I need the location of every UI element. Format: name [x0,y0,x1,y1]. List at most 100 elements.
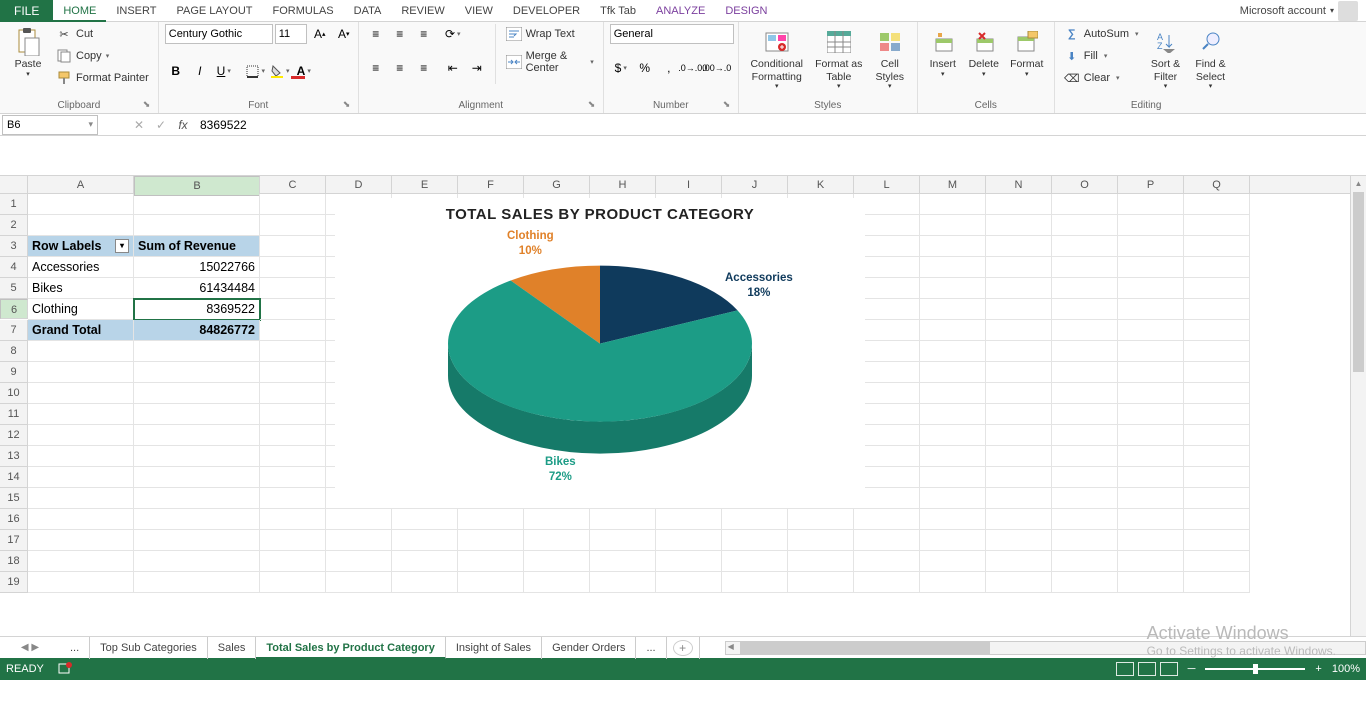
col-header-O[interactable]: O [1052,176,1118,193]
cell-N18[interactable] [986,551,1052,572]
font-color-button[interactable]: A [293,61,315,81]
cell-P10[interactable] [1118,383,1184,404]
cell-M10[interactable] [920,383,986,404]
cell-Q3[interactable] [1184,236,1250,257]
cell-C17[interactable] [260,530,326,551]
cell-N13[interactable] [986,446,1052,467]
autosum-button[interactable]: ∑AutoSum [1061,24,1142,44]
format-as-table-button[interactable]: Format as Table▾ [812,24,866,96]
cell-O18[interactable] [1052,551,1118,572]
cell-M16[interactable] [920,509,986,530]
cell-O5[interactable] [1052,278,1118,299]
cell-H19[interactable] [590,572,656,593]
italic-button[interactable]: I [189,61,211,81]
col-header-P[interactable]: P [1118,176,1184,193]
cell-M18[interactable] [920,551,986,572]
account-menu[interactable]: Microsoft account ▾ [1240,1,1366,21]
cell-P4[interactable] [1118,257,1184,278]
cell-O15[interactable] [1052,488,1118,509]
col-header-L[interactable]: L [854,176,920,193]
cell-A5[interactable]: Bikes [28,278,134,299]
cell-N6[interactable] [986,299,1052,320]
cell-M17[interactable] [920,530,986,551]
cell-P1[interactable] [1118,194,1184,215]
tab-file[interactable]: FILE [0,0,53,22]
cell-M15[interactable] [920,488,986,509]
cell-N17[interactable] [986,530,1052,551]
cell-A4[interactable]: Accessories [28,257,134,278]
inc-decimal-button[interactable]: .0→.00 [682,58,704,78]
cell-B9[interactable] [134,362,260,383]
cell-P5[interactable] [1118,278,1184,299]
border-button[interactable] [245,61,267,81]
cell-B2[interactable] [134,215,260,236]
cell-Q9[interactable] [1184,362,1250,383]
row-header-18[interactable]: 18 [0,551,28,572]
cell-C10[interactable] [260,383,326,404]
cell-N4[interactable] [986,257,1052,278]
align-right-button[interactable]: ≡ [413,58,435,78]
tab-formulas[interactable]: FORMULAS [263,0,344,22]
align-middle-button[interactable]: ≡ [389,24,411,44]
cell-G16[interactable] [524,509,590,530]
cell-Q12[interactable] [1184,425,1250,446]
formula-input[interactable]: 8369522 [194,118,1366,132]
font-size-select[interactable] [275,24,307,44]
sheet-tab-sales[interactable]: Sales [208,637,257,659]
cell-I19[interactable] [656,572,722,593]
cell-L16[interactable] [854,509,920,530]
col-header-J[interactable]: J [722,176,788,193]
decrease-font-button[interactable]: A▾ [333,24,355,44]
sheet-nav[interactable]: ◀ ▶ [0,642,60,653]
cell-M3[interactable] [920,236,986,257]
cell-M5[interactable] [920,278,986,299]
cell-H16[interactable] [590,509,656,530]
cell-E19[interactable] [392,572,458,593]
col-header-H[interactable]: H [590,176,656,193]
col-header-M[interactable]: M [920,176,986,193]
cell-styles-button[interactable]: Cell Styles▾ [869,24,911,96]
cell-N11[interactable] [986,404,1052,425]
cell-B18[interactable] [134,551,260,572]
cell-N10[interactable] [986,383,1052,404]
view-normal-button[interactable] [1116,662,1134,676]
cell-M14[interactable] [920,467,986,488]
cell-K17[interactable] [788,530,854,551]
cell-M13[interactable] [920,446,986,467]
fill-color-button[interactable] [269,61,291,81]
col-header-D[interactable]: D [326,176,392,193]
cell-C7[interactable] [260,320,326,341]
col-header-A[interactable]: A [28,176,134,193]
cell-M19[interactable] [920,572,986,593]
cell-Q2[interactable] [1184,215,1250,236]
row-header-11[interactable]: 11 [0,404,28,425]
cell-B7[interactable]: 84826772 [134,320,260,341]
horizontal-scrollbar[interactable]: ◀ [725,641,1366,655]
tab-insert[interactable]: INSERT [106,0,166,22]
cell-B13[interactable] [134,446,260,467]
cell-P17[interactable] [1118,530,1184,551]
cell-P15[interactable] [1118,488,1184,509]
number-launcher[interactable]: ⬊ [723,99,735,111]
cell-J19[interactable] [722,572,788,593]
cell-Q13[interactable] [1184,446,1250,467]
cell-O10[interactable] [1052,383,1118,404]
cell-Q8[interactable] [1184,341,1250,362]
cell-Q10[interactable] [1184,383,1250,404]
cell-I18[interactable] [656,551,722,572]
row-header-16[interactable]: 16 [0,509,28,530]
underline-button[interactable]: U [213,61,235,81]
filter-dropdown-icon[interactable]: ▾ [115,239,129,253]
row-header-12[interactable]: 12 [0,425,28,446]
cell-O19[interactable] [1052,572,1118,593]
cell-O9[interactable] [1052,362,1118,383]
sheet-tab-top-sub-categories[interactable]: Top Sub Categories [90,637,208,659]
pie-chart[interactable]: TOTAL SALES BY PRODUCT CATEGORY Clothing… [335,198,865,508]
sheet-tab-insight-of-sales[interactable]: Insight of Sales [446,637,542,659]
cell-N9[interactable] [986,362,1052,383]
cell-E16[interactable] [392,509,458,530]
row-header-1[interactable]: 1 [0,194,28,215]
fx-icon[interactable]: fx [172,118,194,132]
cell-N15[interactable] [986,488,1052,509]
cell-O6[interactable] [1052,299,1118,320]
